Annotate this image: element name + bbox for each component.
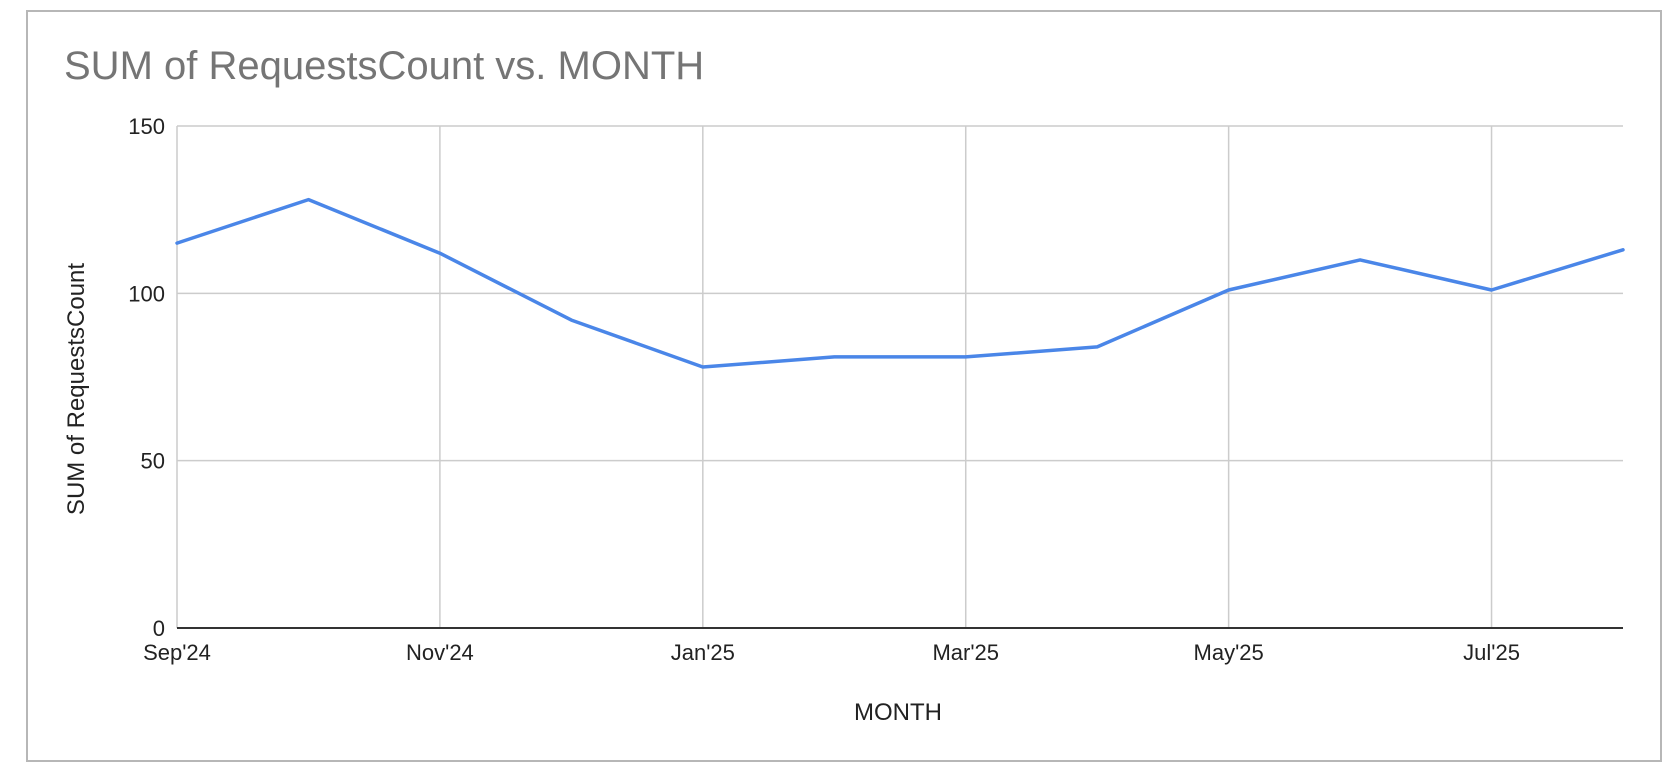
- series-line: [175, 197, 1625, 369]
- y-axis-label: SUM of RequestsCount: [63, 263, 90, 515]
- series-layer: [175, 197, 1625, 369]
- x-axis: Sep'24 Nov'24 Jan'25 Mar'25 May'25 Jul'25: [143, 627, 1623, 665]
- x-tick-label: Mar'25: [932, 640, 999, 665]
- y-axis: 0 50 100 150: [128, 114, 165, 641]
- x-tick-label: Nov'24: [406, 640, 474, 665]
- y-tick-label: 50: [141, 449, 165, 474]
- y-tick-label: 0: [153, 616, 165, 641]
- chart-frame: [26, 10, 1662, 762]
- gridlines-vertical: [176, 126, 1493, 628]
- x-tick-label: Jul'25: [1463, 640, 1520, 665]
- y-tick-label: 150: [128, 114, 165, 139]
- y-tick-label: 100: [128, 281, 165, 306]
- x-tick-label: Sep'24: [143, 640, 211, 665]
- x-tick-label: May'25: [1194, 640, 1264, 665]
- x-axis-label: MONTH: [854, 699, 942, 726]
- chart-title: SUM of RequestsCount vs. MONTH: [64, 44, 705, 88]
- gridlines-horizontal: [177, 125, 1623, 462]
- x-tick-label: Jan'25: [671, 640, 735, 665]
